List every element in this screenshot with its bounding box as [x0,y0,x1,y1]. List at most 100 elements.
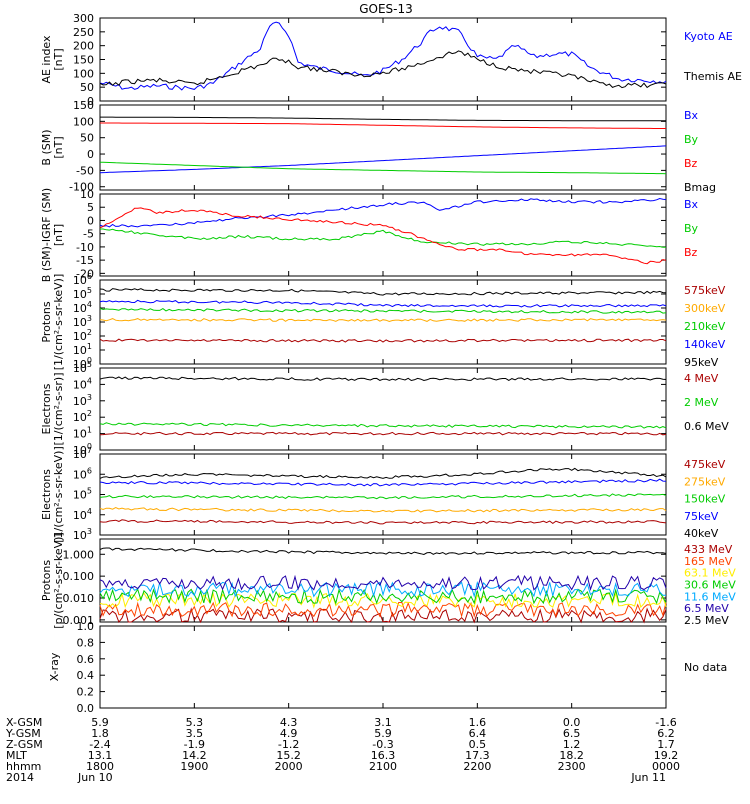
panel-8: 0.0 0.2 0.4 0.6 0.8 1.0 X-ray No data [48,620,727,715]
series-line-2-MeV [99,422,667,429]
y-tick-label: 10 [80,188,94,201]
panel-frame [99,367,667,451]
orbit-cell: 3.5 [186,727,204,740]
orbit-cell: 1.7 [657,738,675,751]
y-tick-label: -50 [76,164,94,177]
series-line-By [100,228,667,248]
y-axis-label: Electrons [40,469,53,520]
orbit-row-label: Z-GSM [6,738,43,751]
orbit-cell: 6.4 [469,727,487,740]
orbit-cell: 6.2 [657,727,675,740]
orbit-cell: 5.9 [91,716,109,729]
orbit-cell: 1800 [86,760,114,773]
series-line-Bx [99,145,667,174]
legend-label: Bz [684,246,698,259]
series-line-150keV [99,493,667,500]
series-line-165-MeV [99,601,667,618]
y-tick-label: 100 [73,67,94,80]
y-tick-label: -100 [69,181,94,194]
legend-label: 6.5 MeV [684,602,729,615]
orbit-cell: 5.9 [374,727,392,740]
y-tick-label: 107 [73,446,92,461]
orbit-cell: -2.4 [89,738,110,751]
orbit-cell: 2200 [463,760,491,773]
y-tick-label: 0.2 [77,686,95,699]
series-line-140keV [99,299,667,308]
y-axis-label: [1/(cm²-s-sr-keV)] [52,274,65,371]
orbit-cell: 2000 [275,760,303,773]
y-tick-label: 103 [73,393,92,408]
y-axis-label: [1/(cm²-s-sr-keV)] [52,446,65,543]
y-tick-label: 105 [73,360,92,375]
y-tick-label: 103 [73,527,92,542]
orbit-cell: 15.2 [276,749,301,762]
orbit-cell: 0.0 [563,716,581,729]
series-line-300keV [99,318,667,323]
y-tick-label: -5 [83,228,94,241]
y-tick-label: -15 [76,254,94,267]
series-line-6.5-MeV [99,574,667,591]
y-tick-label: 104 [73,507,92,522]
panel-6: 103 104 105 106 107 Electrons [1/(cm²-s-sr-keV… [40,446,726,543]
orbit-cell: 1.8 [91,727,109,740]
legend-label: 4 MeV [684,372,719,385]
legend-label: 11.6 MeV [684,590,736,603]
series-line-Bx [99,197,667,228]
y-tick-label: 5 [87,201,94,214]
y-tick-label: -20 [76,267,94,280]
orbit-cell: 6.5 [563,727,581,740]
y-tick-label: 0 [87,214,94,227]
legend-label: Bmag [684,181,716,194]
orbit-cell: 18.2 [559,749,584,762]
legend-label: Themis AE [683,70,742,83]
y-axis-label: [p/(cm²-s-sr-keV)] [52,532,65,629]
y-tick-label: 1.0 [77,620,95,633]
orbit-cell: 1900 [180,760,208,773]
series-line-2.5-MeV [99,547,667,556]
y-axis-label: Electrons [40,383,53,434]
y-tick-label: 0.100 [63,570,95,583]
series-line-Themis-AE [99,50,667,89]
series-line-11.6-MeV [99,580,667,599]
orbit-cell: 1.2 [563,738,581,751]
orbit-cell: -1.6 [655,716,676,729]
legend-label: 140keV [684,338,726,351]
y-tick-label: 102 [73,328,92,343]
y-tick-label: 105 [73,286,92,301]
legend-label: 433 MeV [684,543,733,556]
legend-label: Kyoto AE [684,30,733,43]
y-axis-label: [1/(cm²-s-sr)] [52,373,65,446]
y-tick-label: 0.8 [77,636,95,649]
orbit-cell: -0.3 [372,738,393,751]
legend-label: 575keV [684,284,726,297]
panel-frame [99,625,667,709]
y-tick-label: 103 [73,314,92,329]
legend-label: 30.6 MeV [684,579,736,592]
orbit-row-label: X-GSM [6,716,42,729]
y-tick-label: 0.6 [77,653,95,666]
y-axis-label: [nT] [52,48,65,70]
legend-label: Bx [684,109,699,122]
series-line-By [99,161,667,175]
y-tick-label: -10 [76,241,94,254]
legend-label: 300keV [684,302,726,315]
y-tick-label: 102 [73,409,92,424]
y-tick-label: 200 [73,40,94,53]
orbit-cell: 1.6 [469,716,487,729]
orbit-cell: 3.1 [374,716,392,729]
legend-label: 2.5 MeV [684,614,729,627]
series-line-433-MeV [99,607,667,624]
legend-label: 210keV [684,320,726,333]
legend-label: 2 MeV [684,396,719,409]
legend-label: 475keV [684,458,726,471]
series-line-4-MeV [99,431,667,436]
y-tick-label: 106 [73,272,92,287]
series-line-275keV [99,507,667,513]
y-axis-label: [nT] [52,224,65,246]
y-tick-label: 104 [73,376,92,391]
legend-label: 165 MeV [684,555,733,568]
